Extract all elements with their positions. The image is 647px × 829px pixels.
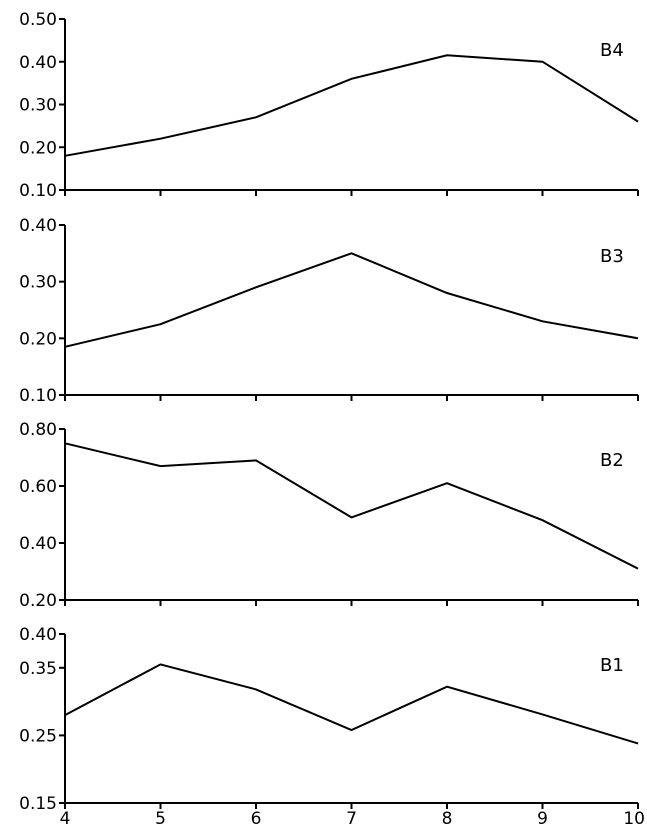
series-line-b2: [65, 443, 638, 568]
data-point: [160, 664, 161, 665]
y-tick-label: 0.20: [19, 329, 57, 349]
data-point: [542, 61, 543, 62]
y-tick-label: 0.20: [19, 138, 57, 158]
data-point: [542, 714, 543, 715]
y-tick-label: 0.10: [19, 386, 57, 406]
data-point: [638, 743, 639, 744]
x-tick-label: 4: [60, 809, 71, 829]
data-point: [256, 460, 257, 461]
data-point: [256, 689, 257, 690]
y-tick-label: 0.40: [19, 534, 57, 554]
panel-label: B3: [600, 246, 624, 267]
chart-panel-b1: 0.40 0.35 0.25 0.15 B1: [19, 625, 638, 814]
data-point: [447, 293, 448, 294]
y-tick-label: 0.15: [19, 794, 57, 814]
y-tick-label: 0.10: [19, 181, 57, 201]
x-tick-label: 8: [442, 809, 453, 829]
y-tick-label: 0.40: [19, 53, 57, 73]
series-line-b4: [65, 55, 638, 156]
data-point: [638, 568, 639, 569]
chart-panel-b4: 0.50 0.40 0.30 0.20 0.10 B4: [19, 10, 638, 201]
y-tick-label: 0.40: [19, 216, 57, 236]
y-tick-label: 0.60: [19, 477, 57, 497]
data-point: [256, 287, 257, 288]
data-point: [542, 520, 543, 521]
x-tick-label: 10: [623, 809, 645, 829]
series-line-b3: [65, 253, 638, 346]
chart-panel-b2: 0.80 0.60 0.40 0.20 B2: [19, 420, 638, 611]
data-point: [447, 55, 448, 56]
chart-panel-b3: 0.40 0.30 0.20 0.10 B3: [19, 216, 638, 406]
panel-label: B2: [600, 450, 624, 471]
data-point: [447, 483, 448, 484]
data-point: [65, 346, 66, 347]
data-point: [542, 321, 543, 322]
y-tick-label: 0.50: [19, 10, 57, 30]
y-tick-label: 0.30: [19, 273, 57, 293]
y-tick-label: 0.30: [19, 96, 57, 116]
panel-label: B1: [600, 655, 624, 676]
data-point: [160, 324, 161, 325]
data-point: [638, 338, 639, 339]
data-point: [351, 78, 352, 79]
y-tick-label: 0.80: [19, 420, 57, 440]
y-tick-label: 0.40: [19, 625, 57, 645]
panel-label: B4: [600, 40, 624, 61]
data-point: [351, 517, 352, 518]
data-point: [351, 253, 352, 254]
x-tick-label: 5: [155, 809, 166, 829]
data-point: [351, 729, 352, 730]
x-tick-label: 6: [251, 809, 262, 829]
data-point: [160, 138, 161, 139]
data-point: [65, 715, 66, 716]
y-tick-label: 0.20: [19, 591, 57, 611]
data-point: [256, 117, 257, 118]
data-point: [447, 686, 448, 687]
y-tick-label: 0.25: [19, 726, 57, 746]
y-tick-label: 0.35: [19, 659, 57, 679]
data-point: [65, 155, 66, 156]
x-tick-label: 7: [346, 809, 357, 829]
data-point: [160, 466, 161, 467]
data-point: [638, 121, 639, 122]
series-line-b1: [65, 664, 638, 743]
data-point: [65, 443, 66, 444]
x-tick-label: 9: [537, 809, 548, 829]
